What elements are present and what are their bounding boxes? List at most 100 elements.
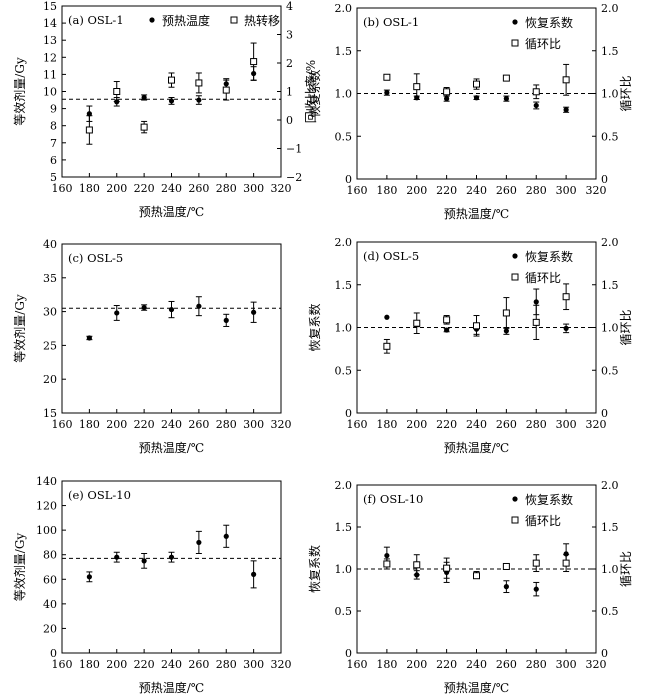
y-axis-label: 等效剂量/Gy (12, 57, 27, 126)
data-point-square (562, 76, 570, 84)
legend-marker-square (511, 39, 519, 47)
data-point-square (562, 559, 570, 567)
y2-tick-label: 1.5 (601, 521, 619, 534)
data-point-circle (114, 310, 120, 316)
data-point-square (473, 80, 480, 88)
panel-a: 160 180 200 220 240 260 280 300 3205678910111213… (12, 0, 318, 219)
data-point-square (113, 88, 121, 95)
data-point-square (562, 293, 570, 301)
data-point-circle (444, 327, 450, 333)
data-point-circle (251, 309, 257, 315)
data-point-square (473, 322, 480, 330)
y-tick-label: 20 (43, 622, 57, 635)
data-point-circle (384, 314, 390, 320)
y-tick-label: 140 (36, 475, 57, 488)
data-point-square (443, 564, 451, 572)
y-tick-label: 60 (43, 573, 57, 586)
x-tick-label: 220 (436, 418, 457, 431)
x-tick-label: 240 (466, 418, 487, 431)
data-point-circle (503, 584, 509, 590)
y-tick-label: 8 (50, 120, 57, 133)
x-tick-label: 160 (347, 184, 368, 197)
y2-tick-label: 0 (286, 114, 293, 127)
y-tick-label: 0.5 (335, 364, 353, 377)
y2-tick-label: 0 (601, 173, 608, 186)
x-tick-label: 260 (496, 184, 517, 197)
x-tick-label: 220 (134, 182, 155, 195)
data-point-circle (168, 98, 175, 104)
x-tick-label: 180 (79, 182, 100, 195)
data-point-circle (444, 96, 450, 102)
y-axis-label: 恢复系数 (307, 545, 322, 593)
data-point-circle (563, 325, 569, 331)
panel-c: 160 180 200 220 240 260 280 300 320 15 20 25 30 35 40 (… (12, 238, 292, 455)
x-tick-label: 200 (406, 184, 427, 197)
y-tick-label: 100 (36, 524, 57, 537)
y2-tick-label: 4 (286, 0, 293, 13)
x-tick-label: 220 (134, 658, 155, 671)
data-point-circle (384, 552, 390, 559)
data-point-circle (223, 533, 229, 539)
legend-marker-circle (149, 17, 155, 23)
y-tick-label: 1.0 (335, 88, 353, 101)
data-point-circle (563, 107, 569, 113)
y-tick-label: 35 (43, 272, 57, 285)
data-point-circle (533, 586, 539, 592)
series-0 (86, 296, 257, 341)
x-tick-label: 320 (586, 418, 607, 431)
y-tick-label: 7 (50, 137, 57, 150)
y2-axis-label: 循环比 (619, 309, 633, 345)
x-tick-label: 300 (243, 182, 264, 195)
x-tick-label: 180 (376, 184, 397, 197)
y-axis-label: 恢复系数 (307, 69, 322, 117)
x-tick-label: 280 (526, 658, 547, 671)
x-tick-label: 260 (496, 658, 517, 671)
data-point-square (413, 83, 421, 91)
data-point-circle (196, 97, 202, 103)
series-1 (383, 283, 570, 354)
y-tick-label: 5 (50, 171, 57, 184)
x-tick-label: 260 (496, 418, 517, 431)
y2-tick-label: 3 (286, 29, 293, 42)
y-axis-label: 等效剂量/Gy (12, 533, 27, 602)
x-tick-label: 160 (52, 182, 73, 195)
legend-marker-square (511, 273, 519, 281)
plot-frame (61, 480, 282, 654)
data-point-square (502, 562, 510, 570)
x-axis-label: 预热温度/℃ (444, 680, 509, 695)
x-tick-label: 320 (586, 184, 607, 197)
data-point-circle (168, 306, 175, 313)
y-tick-label: 2.0 (335, 2, 353, 15)
data-point-square (443, 88, 451, 96)
y-tick-label: 0 (345, 647, 352, 660)
y2-tick-label: 2.0 (601, 236, 619, 249)
y2-tick-label: 1.5 (601, 45, 619, 58)
data-point-square (532, 559, 540, 567)
data-point-circle (86, 111, 92, 117)
data-point-circle (141, 558, 147, 564)
data-point-circle (141, 94, 147, 101)
data-point-circle (384, 90, 390, 96)
legend-marker-circle (512, 19, 518, 25)
y-tick-label: 0 (50, 647, 57, 660)
y-tick-label: 0.5 (335, 605, 353, 618)
y2-tick-label: 2.0 (601, 479, 619, 492)
panel-title: (e) OSL-10 (68, 488, 131, 502)
y2-tick-label: 2.0 (601, 2, 619, 15)
data-point-square (413, 319, 421, 327)
y2-tick-label: 0.5 (601, 364, 619, 377)
x-tick-label: 260 (188, 418, 209, 431)
series-1 (383, 554, 570, 580)
data-point-square (473, 572, 480, 580)
x-axis-label: 预热温度/℃ (444, 206, 509, 221)
y-tick-label: 6 (50, 154, 57, 167)
x-tick-label: 300 (243, 658, 264, 671)
data-point-circle (473, 95, 480, 101)
y-axis-label: 恢复系数 (307, 303, 322, 351)
y-tick-label: 120 (36, 500, 57, 513)
data-point-square (502, 74, 510, 82)
y2-tick-label: 1 (286, 86, 293, 99)
y-tick-label: 11 (43, 68, 57, 81)
panel-d: 160 180 200 220 240 260 280 300 32000.51.01.52.0… (307, 236, 633, 455)
data-point-square (443, 316, 451, 324)
